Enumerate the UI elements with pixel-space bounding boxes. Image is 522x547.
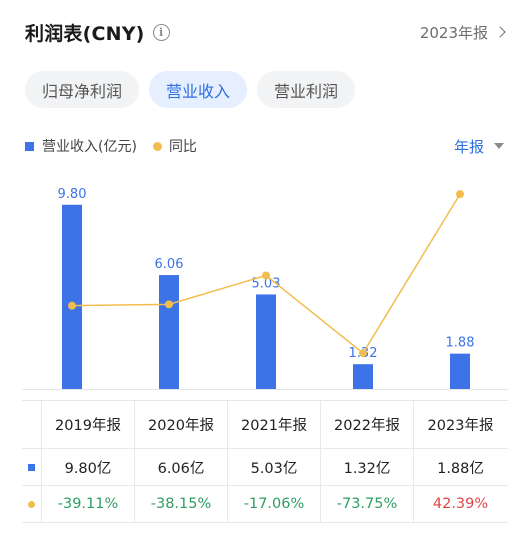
period-select[interactable]: 年报 — [454, 136, 504, 157]
revenue-cell: 5.03亿 — [228, 449, 321, 485]
tab-operating-profit[interactable]: 营业利润 — [257, 71, 356, 108]
revenue-bar[interactable] — [159, 275, 179, 389]
revenue-bar[interactable] — [450, 353, 470, 389]
year-header: 2020年报 — [135, 401, 228, 448]
yoy-cell: -39.11% — [42, 486, 135, 522]
year-header: 2022年报 — [321, 401, 414, 448]
legend-revenue-label[interactable]: 营业收入(亿元) — [42, 139, 137, 155]
caret-down-icon — [494, 143, 504, 149]
year-header: 2019年报 — [42, 401, 135, 448]
period-select-label: 年报 — [453, 137, 484, 156]
tab-net-profit[interactable]: 归母净利润 — [25, 71, 140, 108]
yoy-point[interactable] — [68, 301, 76, 310]
dot-marker-icon — [28, 500, 35, 508]
title-group: 利润表(CNY) i — [25, 19, 170, 46]
table-row-yoy: -39.11% -38.15% -17.06% -73.75% 42.39% — [22, 486, 508, 523]
revenue-bar[interactable] — [353, 364, 373, 389]
yoy-point[interactable] — [165, 300, 173, 309]
tab-revenue[interactable]: 营业收入 — [149, 71, 248, 108]
chevron-right-icon — [494, 26, 506, 38]
revenue-row-marker — [22, 449, 42, 485]
table-header-row: 2019年报 2020年报 2021年报 2022年报 2023年报 — [22, 401, 508, 449]
info-icon[interactable]: i — [152, 23, 170, 41]
yoy-cell: 42.39% — [432, 496, 489, 512]
page-title: 利润表(CNY) — [25, 22, 145, 45]
yoy-point[interactable] — [262, 271, 270, 280]
revenue-cell: 1.88亿 — [437, 460, 484, 477]
revenue-bar[interactable] — [62, 204, 82, 389]
revenue-chart[interactable]: 9.806.065.031.321.88 — [0, 160, 522, 392]
yoy-cell: -17.06% — [228, 486, 321, 522]
bar-value-label: 1.88 — [446, 336, 475, 351]
legend-revenue-marker — [25, 141, 34, 151]
revenue-cell: 1.32亿 — [321, 449, 414, 485]
yoy-point[interactable] — [359, 349, 367, 358]
bar-value-label: 5.03 — [252, 276, 281, 291]
period-link[interactable]: 2023年报 — [420, 22, 508, 43]
tab-bar: 归母净利润 营业收入 营业利润 — [25, 71, 356, 108]
year-header: 2023年报 — [427, 418, 494, 434]
square-marker-icon — [28, 463, 35, 471]
legend-yoy-label[interactable]: 同比 — [168, 139, 197, 155]
legend: 营业收入(亿元) 同比 — [25, 136, 197, 156]
yoy-cell: -38.15% — [135, 486, 228, 522]
bar-value-label: 6.06 — [155, 257, 184, 272]
legend-row: 营业收入(亿元) 同比 年报 — [25, 135, 504, 157]
table-corner — [22, 401, 42, 448]
revenue-cell: 9.80亿 — [42, 449, 135, 485]
year-header: 2021年报 — [228, 401, 321, 448]
legend-yoy-marker — [152, 141, 162, 151]
bar-value-label: 9.80 — [58, 187, 87, 202]
yoy-point[interactable] — [456, 190, 464, 199]
revenue-bar[interactable] — [256, 294, 276, 389]
yoy-cell: -73.75% — [321, 486, 414, 522]
yoy-row-marker — [22, 486, 42, 522]
data-table: 2019年报 2020年报 2021年报 2022年报 2023年报 9.80亿… — [22, 400, 508, 523]
revenue-cell: 6.06亿 — [135, 449, 228, 485]
table-row-revenue: 9.80亿 6.06亿 5.03亿 1.32亿 1.88亿 — [22, 449, 508, 486]
header: 利润表(CNY) i 2023年报 — [25, 17, 508, 47]
period-label: 2023年报 — [419, 23, 488, 42]
